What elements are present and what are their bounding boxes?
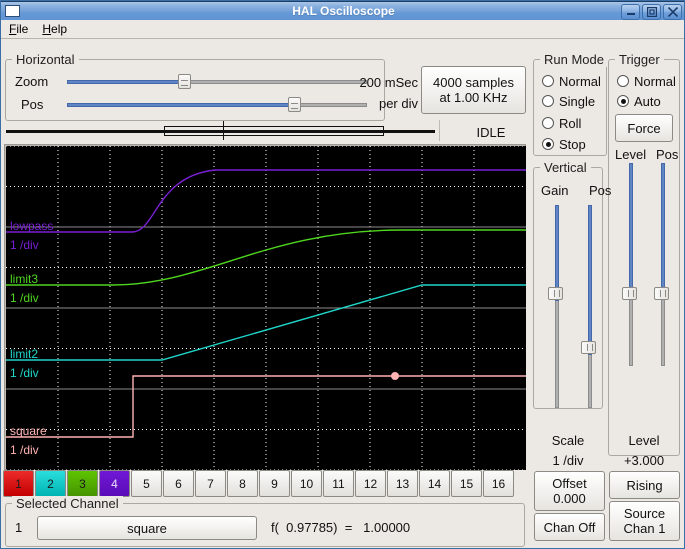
- svg-text:limit3: limit3: [10, 272, 38, 286]
- svg-text:1 /div: 1 /div: [10, 238, 39, 252]
- svg-text:1 /div: 1 /div: [10, 291, 39, 305]
- svg-text:1 /div: 1 /div: [10, 366, 39, 380]
- svg-text:lowpass: lowpass: [10, 219, 53, 233]
- svg-text:1 /div: 1 /div: [10, 443, 39, 457]
- svg-text:limit2: limit2: [10, 347, 38, 361]
- svg-text:square: square: [10, 424, 47, 438]
